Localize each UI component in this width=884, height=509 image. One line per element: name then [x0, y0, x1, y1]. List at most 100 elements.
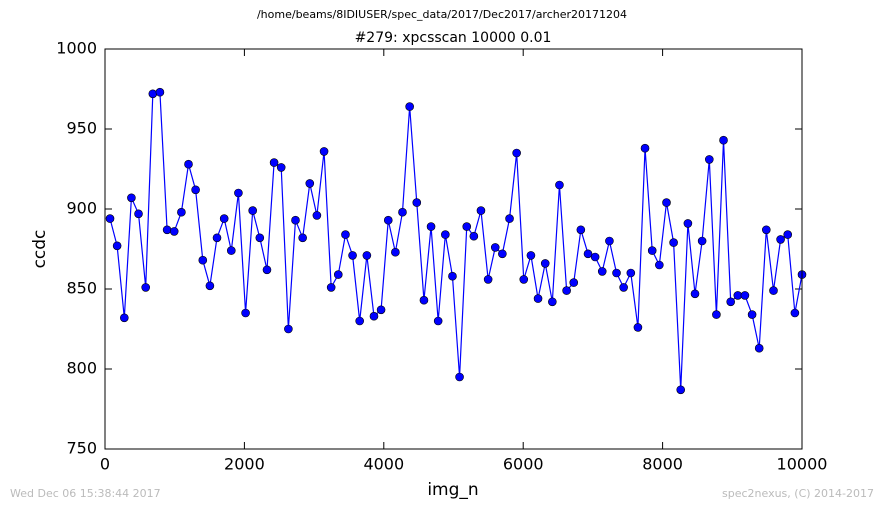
data-point — [291, 215, 300, 225]
data-point — [120, 313, 129, 323]
data-point — [655, 260, 664, 270]
data-point — [619, 283, 628, 292]
data-point — [448, 271, 457, 281]
data-point — [540, 259, 550, 268]
x-tick-label: 10000 — [777, 455, 828, 474]
data-point — [719, 135, 728, 145]
data-point — [369, 311, 379, 321]
data-point — [127, 193, 136, 203]
data-point — [169, 227, 179, 236]
data-point — [740, 291, 750, 300]
data-point — [662, 198, 671, 207]
data-point — [583, 249, 593, 259]
data-point — [762, 225, 771, 235]
data-point — [255, 233, 265, 243]
data-point — [469, 231, 479, 241]
data-point — [569, 278, 579, 287]
data-point — [769, 286, 778, 295]
data-point — [455, 372, 464, 382]
chart-title: #279: xpcsscan 10000 0.01 — [355, 30, 552, 46]
data-point — [341, 230, 350, 239]
data-point — [548, 297, 557, 307]
data-point — [712, 310, 721, 319]
data-point — [555, 180, 564, 190]
x-tick-label: 8000 — [642, 455, 683, 474]
data-point — [105, 214, 115, 223]
data-point — [112, 241, 122, 251]
data-point — [241, 308, 250, 318]
y-axis-label: ccdc — [30, 230, 50, 269]
y-tick-label: 950 — [66, 119, 97, 138]
data-point — [626, 268, 636, 278]
data-point — [234, 188, 243, 198]
data-point — [148, 89, 158, 99]
data-point — [426, 222, 436, 231]
data-point — [519, 275, 529, 284]
data-point — [533, 294, 543, 303]
data-point — [783, 230, 793, 239]
data-point — [490, 243, 500, 252]
x-tick-label: 0 — [100, 455, 110, 474]
data-point — [498, 249, 507, 259]
suptitle: /home/beams/8IDIUSER/spec_data/2017/Dec2… — [257, 8, 627, 21]
data-point — [433, 316, 443, 326]
data-point — [633, 323, 643, 332]
data-point — [412, 198, 422, 207]
data-point — [640, 143, 650, 153]
data-point — [512, 148, 521, 158]
data-point — [205, 281, 215, 291]
footer-left: Wed Dec 06 15:38:44 2017 — [10, 487, 161, 500]
plot-frame — [104, 48, 803, 450]
data-point — [312, 211, 322, 220]
data-point — [219, 214, 229, 223]
y-tick-label: 900 — [66, 199, 97, 218]
data-point — [441, 230, 450, 239]
data-point — [262, 265, 272, 275]
data-point — [162, 225, 172, 235]
data-point — [790, 308, 800, 318]
data-point — [276, 163, 286, 172]
data-point — [198, 255, 208, 265]
data-point — [319, 147, 329, 156]
data-point — [269, 158, 279, 167]
y-tick-label: 750 — [66, 439, 97, 458]
data-point — [298, 233, 307, 243]
data-point — [391, 247, 400, 257]
x-tick-label: 6000 — [503, 455, 544, 474]
data-point — [669, 238, 678, 247]
data-point — [683, 219, 693, 228]
data-point — [134, 209, 143, 219]
y-tick-label: 1000 — [56, 39, 97, 58]
data-point — [690, 289, 700, 299]
data-point — [505, 214, 514, 223]
data-point — [476, 206, 486, 215]
data-point — [526, 251, 536, 260]
data-point — [362, 251, 372, 260]
data-point — [248, 206, 257, 215]
data-point — [326, 283, 336, 292]
data-point — [747, 310, 757, 319]
footer-right: spec2nexus, (C) 2014-2017 — [722, 487, 874, 500]
y-tick-label: 800 — [66, 359, 97, 378]
x-tick-label: 4000 — [363, 455, 404, 474]
data-point — [305, 179, 315, 188]
data-point — [155, 87, 165, 97]
y-tick-label: 850 — [66, 279, 97, 298]
data-point — [226, 246, 236, 255]
data-point — [647, 246, 657, 255]
data-point — [383, 215, 393, 225]
data-point — [184, 159, 193, 169]
data-point — [284, 324, 293, 334]
data-point — [776, 235, 785, 244]
data-point — [576, 225, 586, 235]
data-point — [376, 305, 386, 315]
series-line — [109, 91, 803, 390]
data-point — [333, 270, 343, 279]
data-point — [141, 283, 151, 292]
data-point — [483, 275, 493, 284]
data-point — [676, 385, 686, 395]
data-point — [605, 236, 614, 246]
data-point — [726, 297, 735, 307]
